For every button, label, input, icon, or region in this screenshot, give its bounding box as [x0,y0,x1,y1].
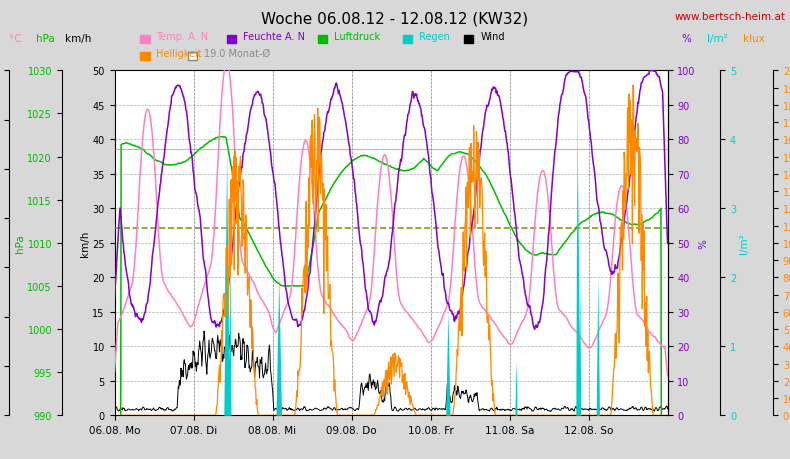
Text: Wind: Wind [480,32,505,42]
FancyBboxPatch shape [403,35,412,44]
Text: Feuchte A. N: Feuchte A. N [243,32,305,42]
FancyBboxPatch shape [188,52,197,61]
FancyBboxPatch shape [141,35,149,44]
FancyBboxPatch shape [318,35,327,44]
Text: km/h: km/h [65,34,91,44]
Text: 19.0 Monat-Ø: 19.0 Monat-Ø [204,49,270,59]
Text: klux: klux [743,34,765,44]
Text: Luftdruck: Luftdruck [334,32,380,42]
Text: Helligkeit: Helligkeit [156,49,202,59]
Y-axis label: hPa: hPa [14,234,24,252]
Y-axis label: l/m²: l/m² [739,233,749,254]
Text: Regen: Regen [419,32,450,42]
Y-axis label: %: % [698,238,709,248]
Text: °C: °C [9,34,22,44]
Y-axis label: km/h: km/h [80,230,89,257]
FancyBboxPatch shape [228,35,236,44]
Text: %: % [681,34,690,44]
Text: Temp. A. N: Temp. A. N [156,32,209,42]
FancyBboxPatch shape [141,52,149,61]
Text: Woche 06.08.12 - 12.08.12 (KW32): Woche 06.08.12 - 12.08.12 (KW32) [261,11,529,27]
FancyBboxPatch shape [465,35,473,44]
Text: l/m²: l/m² [707,34,728,44]
Text: www.bertsch-heim.at: www.bertsch-heim.at [675,11,786,22]
Text: hPa: hPa [36,34,55,44]
